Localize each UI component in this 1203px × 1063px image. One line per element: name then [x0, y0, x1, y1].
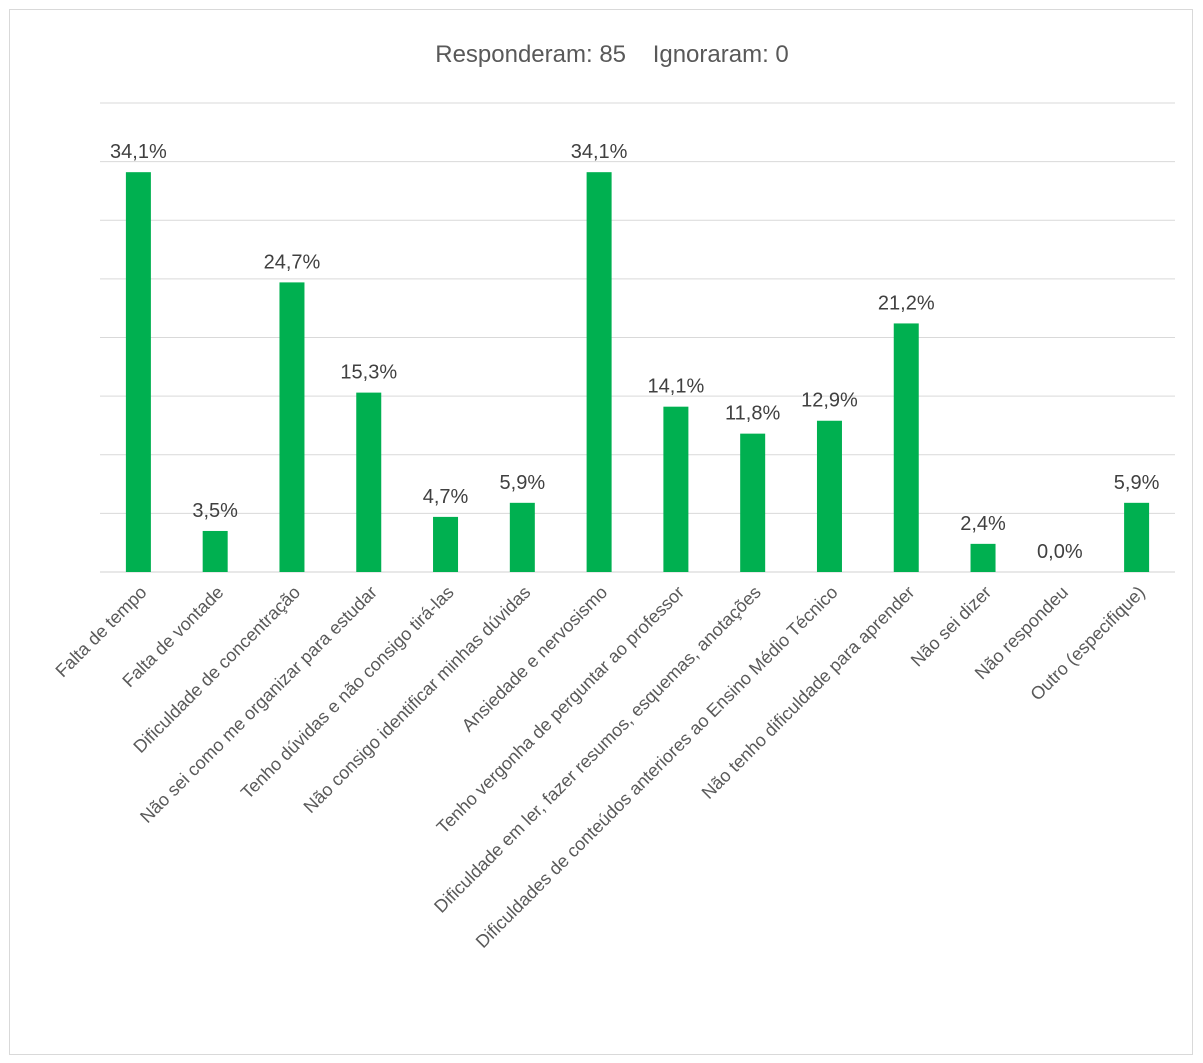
category-label: Dificuldade de concentração: [129, 582, 304, 757]
data-label: 21,2%: [878, 292, 935, 314]
bar: [356, 392, 382, 572]
bar: [1124, 502, 1150, 572]
bar: [970, 543, 996, 572]
data-label: 34,1%: [110, 141, 167, 163]
bar: [740, 433, 766, 572]
bar: [509, 502, 535, 572]
data-label: 2,4%: [960, 513, 1006, 535]
bars: [125, 172, 1150, 573]
data-label: 15,3%: [340, 362, 397, 384]
category-label: Dificuldades de conteúdos anteriores ao …: [472, 582, 842, 952]
bar: [433, 516, 459, 572]
bar: [893, 323, 919, 572]
bar: [125, 172, 151, 573]
data-labels: 34,1% 3,5% 24,7% 15,3% 4,7% 5,9% 34,1% 14,1% 11,…: [110, 141, 1160, 563]
category-label: Ansiedade e nervosismo: [458, 582, 612, 736]
data-label: 0,0%: [1037, 541, 1083, 563]
bar: [816, 420, 842, 572]
data-label: 24,7%: [264, 251, 321, 273]
data-label: 5,9%: [1114, 472, 1160, 494]
data-label: 14,1%: [648, 376, 705, 398]
chart-title: Responderam: 85 Ignoraram: 0: [435, 41, 789, 68]
bar: [279, 282, 305, 572]
gridlines: [100, 102, 1175, 573]
data-label: 5,9%: [500, 472, 546, 494]
bar: [663, 406, 689, 572]
data-label: 34,1%: [571, 141, 628, 163]
data-label: 4,7%: [423, 486, 469, 508]
bar: [202, 530, 228, 572]
bar: [586, 172, 612, 573]
data-label: 12,9%: [801, 390, 858, 412]
data-label: 3,5%: [192, 500, 238, 522]
data-label: 11,8%: [725, 403, 780, 425]
